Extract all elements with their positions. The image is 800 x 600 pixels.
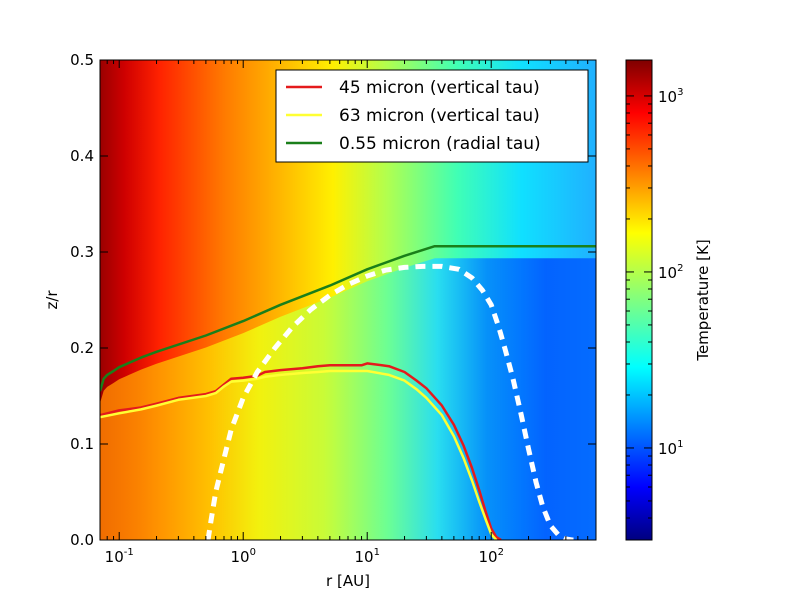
colorbar-tick-label: 101 xyxy=(658,439,683,458)
x-tick-label: 102 xyxy=(478,547,503,566)
y-tick-label: 0.3 xyxy=(70,243,94,261)
colorbar-frame xyxy=(625,59,653,541)
y-tick-label: 0.4 xyxy=(70,147,94,165)
x-axis-label: r [AU] xyxy=(326,572,370,590)
x-axis: 10-1 100 101 102 xyxy=(99,60,597,566)
colorbar-tick-label: 102 xyxy=(658,263,683,282)
white-dashed-contour xyxy=(205,263,581,540)
series-line-1 xyxy=(100,369,498,540)
series-layer xyxy=(100,244,596,540)
legend: 45 micron (vertical tau) 63 micron (verti… xyxy=(275,69,589,163)
y-tick-label: 0.2 xyxy=(70,339,94,357)
legend-box xyxy=(275,69,589,163)
x-tick-label: 100 xyxy=(230,547,255,566)
y-axis: 0.0 0.1 0.2 0.3 0.4 0.5 xyxy=(70,51,596,549)
legend-entry-label: 63 micron (vertical tau) xyxy=(339,106,540,126)
colorbar: 101 102 103 Temperature [K] xyxy=(625,59,712,541)
y-tick-label: 0.0 xyxy=(70,531,94,549)
colorbar-tick-label: 103 xyxy=(658,87,683,106)
series-line-2 xyxy=(100,244,596,392)
series-line-0 xyxy=(100,362,502,540)
x-tick-label: 10-1 xyxy=(105,547,134,566)
legend-entry-label: 0.55 micron (radial tau) xyxy=(339,134,541,154)
y-tick-label: 0.1 xyxy=(70,435,94,453)
y-axis-label: z/r xyxy=(43,290,61,310)
legend-entry-label: 45 micron (vertical tau) xyxy=(339,78,540,98)
x-tick-label: 101 xyxy=(354,547,379,566)
y-tick-label: 0.5 xyxy=(70,51,94,69)
colorbar-label: Temperature [K] xyxy=(694,239,712,361)
colorbar-ticks: 101 102 103 xyxy=(626,87,683,541)
colorbar-gradient xyxy=(626,60,652,540)
